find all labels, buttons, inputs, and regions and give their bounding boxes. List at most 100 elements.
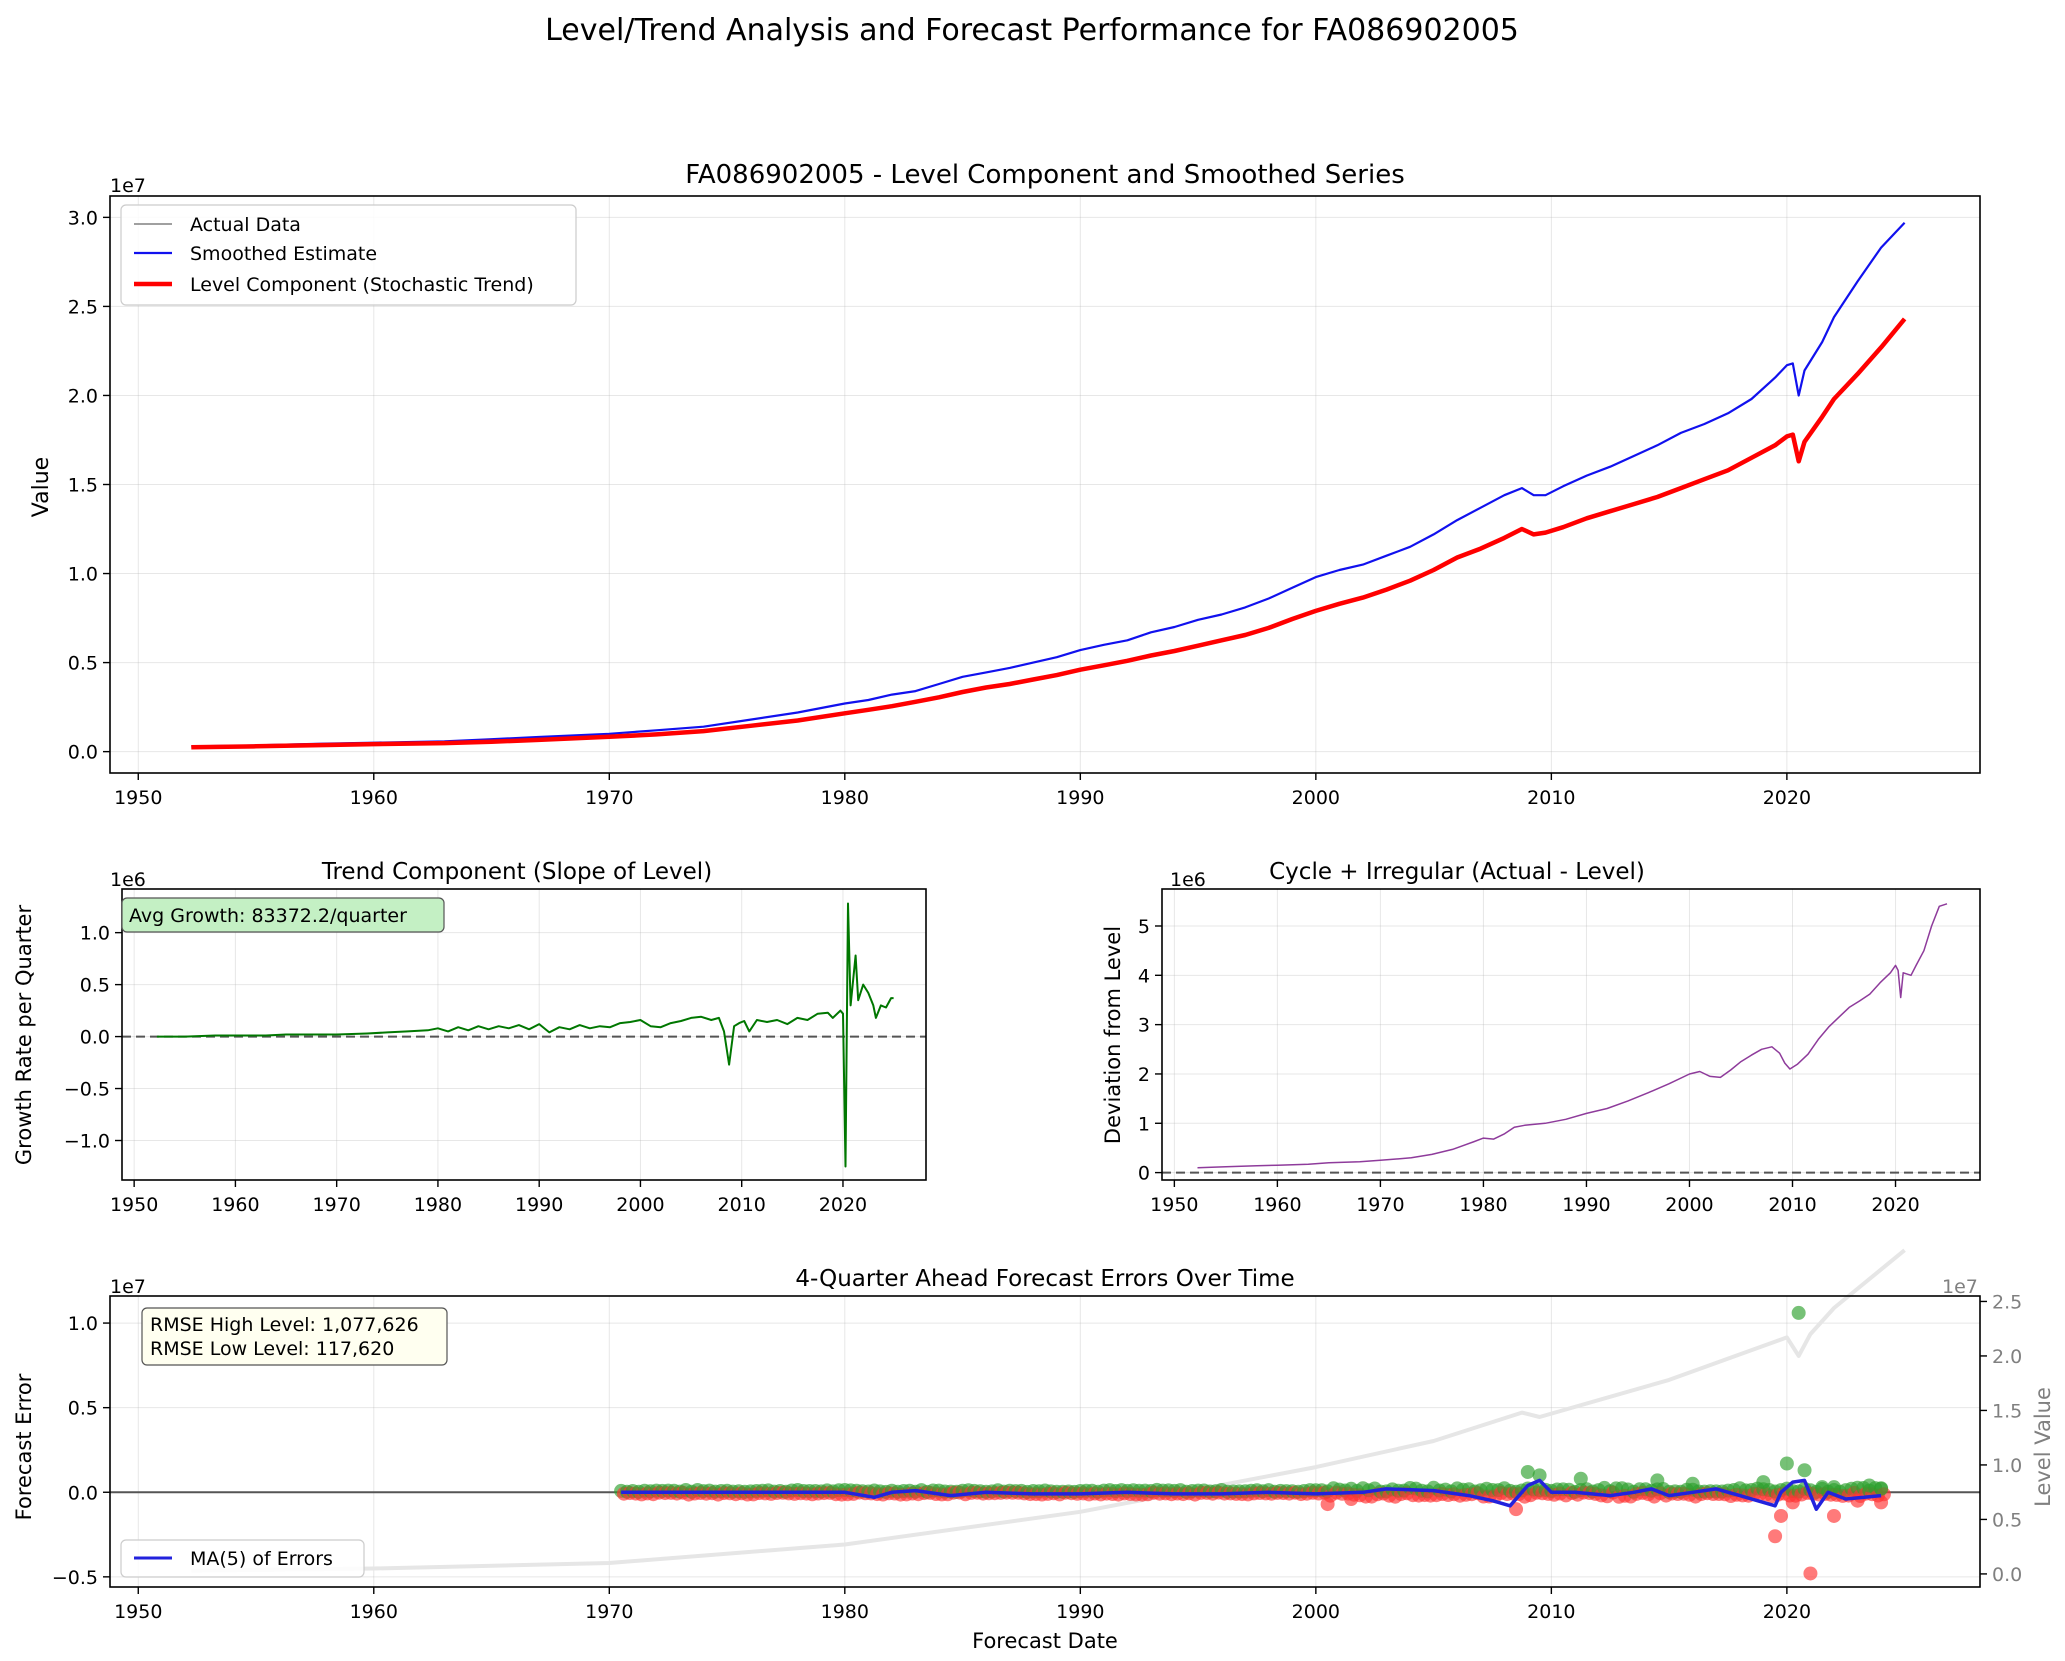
x-tick-label: 2020 <box>1871 1194 1919 1216</box>
x-tick-label: 1950 <box>110 1194 158 1216</box>
x-tick-label: 2020 <box>819 1194 867 1216</box>
trend-annotation-box: Avg Growth: 83372.2/quarter <box>121 897 445 933</box>
x-tick-label: 1970 <box>1356 1194 1404 1216</box>
x-tick-label: 2010 <box>1768 1194 1816 1216</box>
x-tick-label: 1950 <box>1150 1194 1198 1216</box>
cycle-chart-ylabel: Deviation from Level <box>1101 926 1125 1144</box>
error-point-low <box>1773 1508 1788 1523</box>
x-tick-label: 1970 <box>585 787 633 809</box>
x-tick-label: 1990 <box>515 1194 563 1216</box>
legend-label-actual: Actual Data <box>190 214 301 236</box>
error-point-high <box>1779 1456 1794 1471</box>
legend-label-ma: MA(5) of Errors <box>190 1548 333 1570</box>
x-tick-label: 2020 <box>1763 1601 1811 1623</box>
error-point-high <box>1756 1475 1771 1490</box>
x-tick-label: 2000 <box>616 1194 664 1216</box>
error-point-high <box>1520 1464 1535 1479</box>
trend-line <box>156 902 894 1168</box>
errors-chart-offset: 1e7 <box>110 1276 146 1298</box>
errors-chart-ylabel-right: Level Value <box>2031 1387 2055 1507</box>
y-tick-label: 0.0 <box>68 742 98 764</box>
error-point-high <box>1815 1480 1830 1495</box>
legend-label-level: Level Component (Stochastic Trend) <box>190 274 534 296</box>
x-tick-label: 1980 <box>1459 1194 1507 1216</box>
x-tick-label: 1970 <box>312 1194 360 1216</box>
error-point-high <box>1573 1471 1588 1486</box>
y-right-tick-label: 2.0 <box>1992 1346 2022 1368</box>
x-tick-label: 2000 <box>1292 787 1340 809</box>
error-point-low <box>1785 1495 1800 1510</box>
errors-chart-frame <box>109 1295 1981 1588</box>
error-point-low <box>1826 1508 1841 1523</box>
y-tick-label: 0.0 <box>68 1482 98 1504</box>
level-chart: FA086902005 - Level Component and Smooth… <box>29 160 1981 809</box>
trend-chart-ylabel: Growth Rate per Quarter <box>12 905 36 1166</box>
y-tick-label: 3.0 <box>68 207 98 229</box>
error-point-high <box>1797 1463 1812 1478</box>
x-tick-label: 1970 <box>585 1601 633 1623</box>
error-point-high <box>1685 1476 1700 1491</box>
y-tick-label: 1.0 <box>68 1313 98 1335</box>
x-tick-label: 1990 <box>1056 787 1104 809</box>
level-chart-frame <box>109 195 1981 774</box>
legend-label-smoothed: Smoothed Estimate <box>190 243 377 265</box>
error-point-high <box>1650 1473 1665 1488</box>
x-tick-label: 1960 <box>211 1194 259 1216</box>
x-tick-label: 1960 <box>1253 1194 1301 1216</box>
error-point-high <box>1791 1305 1806 1320</box>
trend-annotation: Avg Growth: 83372.2/quarter <box>129 905 407 927</box>
y-right-tick-label: 1.5 <box>1992 1400 2022 1422</box>
y-tick-label: 3 <box>1138 1015 1150 1037</box>
y-tick-label: 1.5 <box>68 475 98 497</box>
y-tick-label: 1.0 <box>68 564 98 586</box>
y-tick-label: 4 <box>1138 965 1150 987</box>
level-component-line <box>191 317 1907 750</box>
level-chart-legend: Actual Data Smoothed Estimate Level Comp… <box>120 204 577 306</box>
x-tick-label: 1990 <box>1056 1601 1104 1623</box>
x-tick-label: 2000 <box>1665 1194 1713 1216</box>
cycle-chart-title: Cycle + Irregular (Actual - Level) <box>1269 859 1645 885</box>
errors-chart: 4-Quarter Ahead Forecast Errors Over Tim… <box>12 1248 2055 1653</box>
x-tick-label: 1990 <box>1562 1194 1610 1216</box>
x-tick-label: 2010 <box>1527 1601 1575 1623</box>
x-tick-label: 2010 <box>718 1194 766 1216</box>
error-point-low <box>1803 1566 1818 1581</box>
y-tick-label: 0 <box>1138 1163 1150 1185</box>
errors-annotation-line-1: RMSE High Level: 1,077,626 <box>150 1314 419 1336</box>
errors-annotation-line-2: RMSE Low Level: 117,620 <box>150 1338 394 1360</box>
cycle-chart-frame <box>1161 888 1981 1181</box>
x-tick-label: 2020 <box>1763 787 1811 809</box>
smoothed-estimate-line <box>191 221 1906 748</box>
cycle-line <box>1197 903 1948 1169</box>
level-value-line <box>191 1248 1906 1573</box>
level-chart-ylabel: Value <box>29 457 54 517</box>
trend-chart-frame <box>121 888 927 1181</box>
level-chart-title: FA086902005 - Level Component and Smooth… <box>685 160 1404 190</box>
y-tick-label: 0.5 <box>68 1398 98 1420</box>
errors-chart-ylabel: Forecast Error <box>12 1373 36 1520</box>
x-tick-label: 1950 <box>114 1601 162 1623</box>
y-tick-label: 1 <box>1138 1113 1150 1135</box>
error-point-low <box>1509 1502 1524 1517</box>
error-point-low <box>1874 1495 1889 1510</box>
x-tick-label: 2010 <box>1527 787 1575 809</box>
y-tick-label: −0.5 <box>64 1079 110 1101</box>
trend-chart-title: Trend Component (Slope of Level) <box>321 859 712 885</box>
error-point-high <box>1874 1481 1889 1496</box>
level-chart-offset: 1e7 <box>110 175 146 197</box>
x-tick-label: 1960 <box>350 787 398 809</box>
ma-errors-line <box>621 1478 1882 1511</box>
x-tick-label: 1980 <box>414 1194 462 1216</box>
cycle-chart: Cycle + Irregular (Actual - Level) 1e6 D… <box>1101 859 1981 1216</box>
errors-chart-title: 4-Quarter Ahead Forecast Errors Over Tim… <box>795 1266 1294 1292</box>
error-point-high <box>1532 1468 1547 1483</box>
y-tick-label: 0.5 <box>80 975 110 997</box>
x-tick-label: 1980 <box>821 787 869 809</box>
y-tick-label: 1.0 <box>80 923 110 945</box>
error-point-high <box>1862 1478 1877 1493</box>
x-tick-label: 1960 <box>350 1601 398 1623</box>
y-tick-label: 2.0 <box>68 385 98 407</box>
x-tick-label: 1980 <box>821 1601 869 1623</box>
y-right-tick-label: 0.0 <box>1992 1564 2022 1586</box>
